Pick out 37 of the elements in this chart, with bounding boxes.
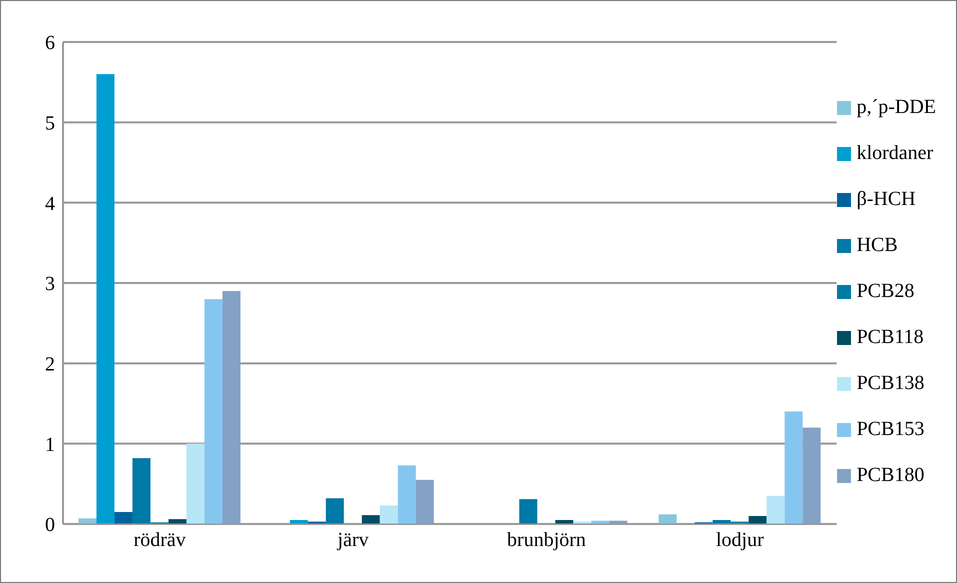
- x-tick-label: brunbjörn: [507, 529, 586, 552]
- y-tick-label: 4: [45, 192, 55, 215]
- legend-label: PCB118: [856, 326, 924, 349]
- bar: [96, 74, 114, 524]
- x-tick-label: lodjur: [716, 529, 764, 552]
- bar: [186, 444, 204, 524]
- legend-label: β-HCH: [856, 188, 916, 211]
- y-tick-label: 3: [45, 273, 55, 296]
- y-tick-label: 5: [45, 112, 55, 134]
- bar: [362, 515, 380, 524]
- bar: [748, 516, 767, 524]
- y-tick-label: 6: [45, 32, 55, 54]
- y-tick-label: 0: [45, 514, 55, 536]
- bar: [802, 428, 821, 524]
- legend-label: PCB180: [856, 464, 924, 487]
- bar: [380, 506, 398, 524]
- bar: [222, 291, 240, 524]
- x-tick-label: rödräv: [134, 529, 186, 552]
- bar: [168, 519, 186, 524]
- legend-label: HCB: [856, 234, 898, 257]
- bar: [204, 299, 222, 524]
- legend-label: PCB153: [856, 418, 924, 441]
- bar: [784, 412, 803, 524]
- bar: [416, 480, 434, 524]
- bar: [114, 512, 132, 524]
- legend-label: PCB138: [856, 372, 924, 395]
- x-tick-label: järv: [336, 529, 369, 552]
- bar: [398, 465, 416, 524]
- legend-label: PCB28: [856, 280, 914, 303]
- bar: [658, 514, 677, 524]
- legend-label: p,´p-DDE: [856, 96, 936, 119]
- bar: [766, 496, 785, 524]
- bar: [326, 498, 344, 524]
- y-tick-label: 1: [45, 434, 55, 456]
- bar: [519, 499, 538, 524]
- legend-label: klordaner: [856, 142, 934, 165]
- y-tick-label: 2: [45, 353, 55, 376]
